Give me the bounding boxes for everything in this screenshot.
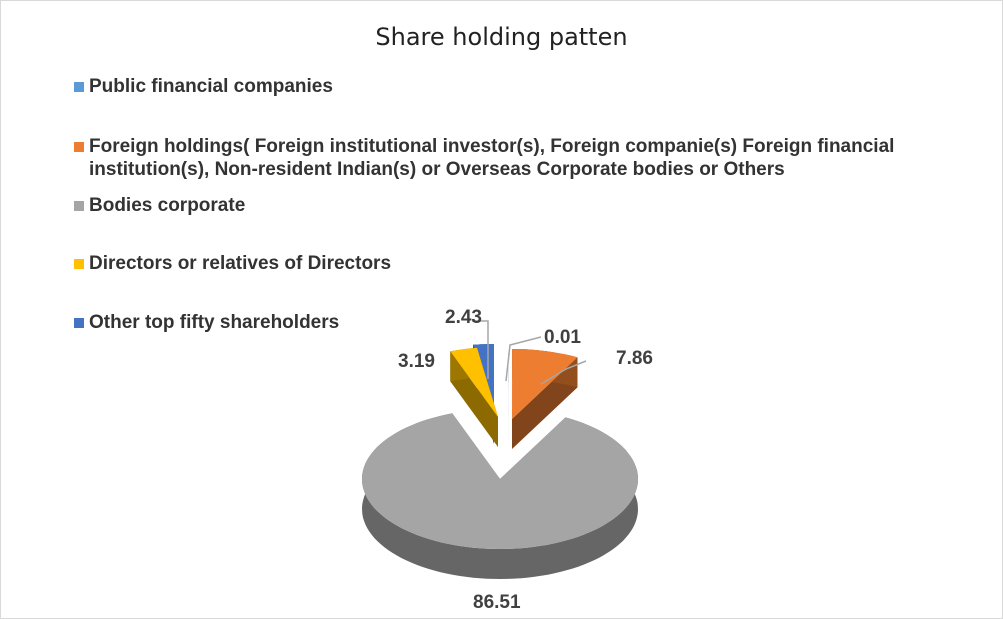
legend-label: Public financial companies [89,76,333,97]
data-label: 3.19 [398,351,435,372]
data-label: 2.43 [445,307,482,328]
pie-slice-3 [450,347,498,447]
legend-item-foreign-holdings: Foreign holdings( Foreign institutional … [74,135,974,181]
leader-lines [472,320,587,385]
chart-title: Share holding patten [375,23,628,51]
pie-slice-1 [512,349,578,449]
data-label: 0.01 [544,327,581,348]
pie-slice-top [362,413,638,549]
pie-slice-top [512,349,578,419]
legend-swatch [74,82,84,92]
legend-item-public-financial-companies: Public financial companies [74,75,974,98]
legend-item-other-top-fifty: Other top fifty shareholders [74,311,974,334]
legend-label: Foreign holdings( Foreign institutional … [89,136,895,180]
pie-slice-top [450,347,498,417]
legend-label: Other top fifty shareholders [89,312,340,333]
pie-slices [362,344,638,579]
data-labels: 0.01 7.86 86.51 3.19 2.43 [398,307,653,613]
data-label: 86.51 [473,592,521,613]
legend-swatch [74,318,84,328]
legend-label: Bodies corporate [89,195,246,216]
pie-slice-2 [362,413,638,579]
data-label: 7.86 [616,348,653,369]
legend-swatch [74,142,84,152]
leader-line [472,320,489,379]
legend-swatch [74,259,84,269]
legend-swatch [74,201,84,211]
legend-item-bodies-corporate: Bodies corporate [74,194,974,217]
leader-line [540,360,587,385]
legend-item-directors: Directors or relatives of Directors [74,252,974,275]
legend-label: Directors or relatives of Directors [89,253,392,274]
leader-line [505,336,542,382]
